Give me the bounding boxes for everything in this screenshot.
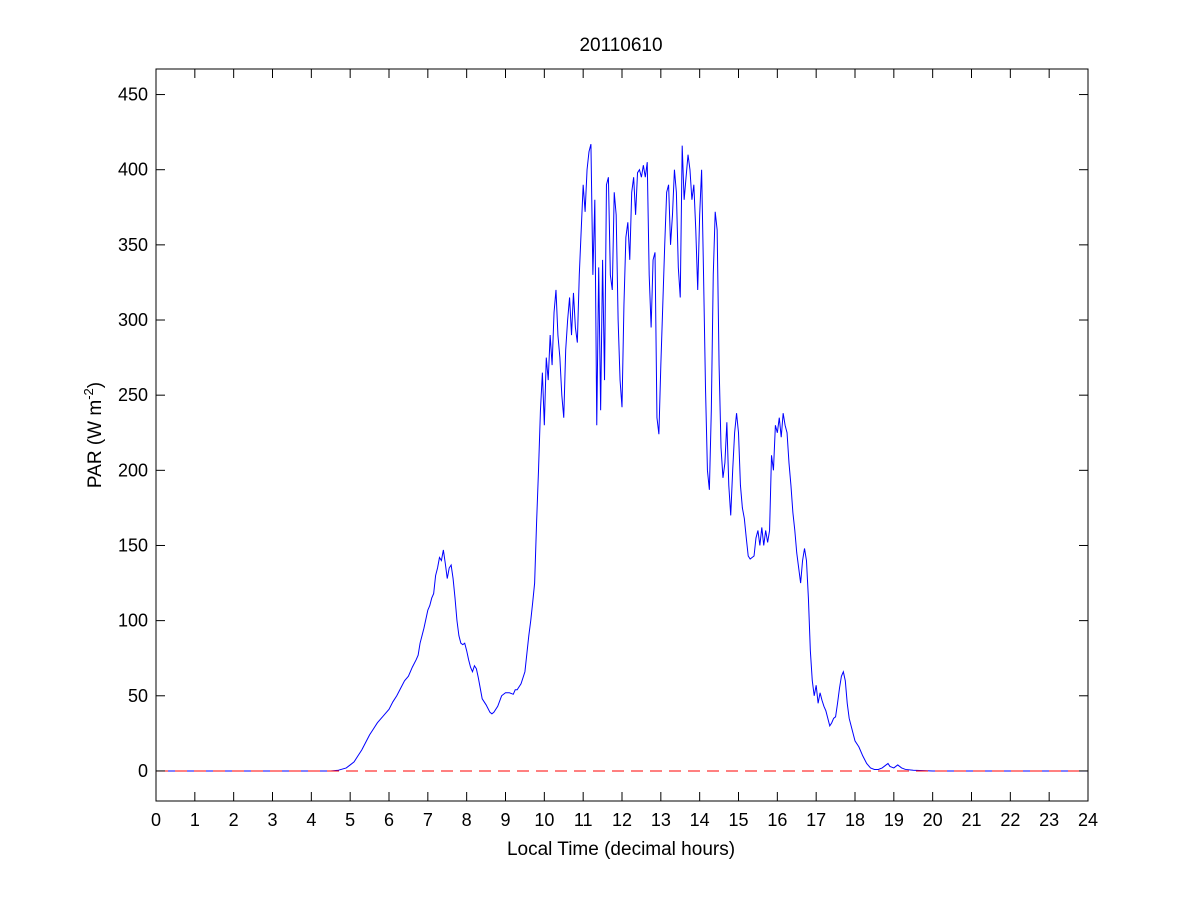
y-axis-label-exponent: -2 [81, 388, 96, 400]
x-tick-label: 16 [767, 810, 787, 830]
x-axis-label: Local Time (decimal hours) [507, 839, 735, 860]
x-tick-label: 12 [612, 810, 632, 830]
x-tick-label: 9 [500, 810, 510, 830]
y-tick-label: 450 [118, 85, 148, 105]
chart-title: 20110610 [579, 35, 662, 56]
y-axis-label-main: PAR (W m [85, 400, 106, 488]
y-tick-label: 350 [118, 235, 148, 255]
x-tick-label: 10 [534, 810, 554, 830]
y-tick-label: 100 [118, 611, 148, 631]
x-tick-label: 18 [845, 810, 865, 830]
x-tick-label: 5 [345, 810, 355, 830]
x-tick-label: 19 [884, 810, 904, 830]
x-tick-label: 23 [1039, 810, 1059, 830]
x-tick-label: 6 [384, 810, 394, 830]
y-tick-label: 150 [118, 535, 148, 555]
x-tick-label: 15 [728, 810, 748, 830]
x-tick-label: 24 [1078, 810, 1098, 830]
y-tick-label: 50 [128, 686, 148, 706]
par-series-line [156, 144, 1088, 772]
x-tick-label: 7 [423, 810, 433, 830]
y-tick-label: 250 [118, 385, 148, 405]
y-tick-label: 0 [138, 761, 148, 781]
x-tick-label: 20 [923, 810, 943, 830]
x-tick-label: 1 [190, 810, 200, 830]
x-tick-label: 4 [306, 810, 316, 830]
y-axis-label-close: ) [85, 382, 106, 388]
x-tick-label: 22 [1000, 810, 1020, 830]
y-tick-label: 200 [118, 460, 148, 480]
x-tick-label: 17 [806, 810, 826, 830]
x-tick-label: 2 [229, 810, 239, 830]
plot-frame [155, 68, 1089, 802]
x-tick-label: 11 [574, 810, 593, 830]
x-tick-label: 13 [651, 810, 671, 830]
y-axis-label: PAR (W m-2) [81, 382, 106, 488]
x-tick-label: 0 [151, 810, 161, 830]
y-tick-label: 400 [118, 160, 148, 180]
y-tick-label: 300 [118, 310, 148, 330]
x-tick-label: 21 [961, 810, 981, 830]
x-tick-label: 14 [690, 810, 710, 830]
x-tick-label: 8 [462, 810, 472, 830]
x-tick-label: 3 [267, 810, 277, 830]
